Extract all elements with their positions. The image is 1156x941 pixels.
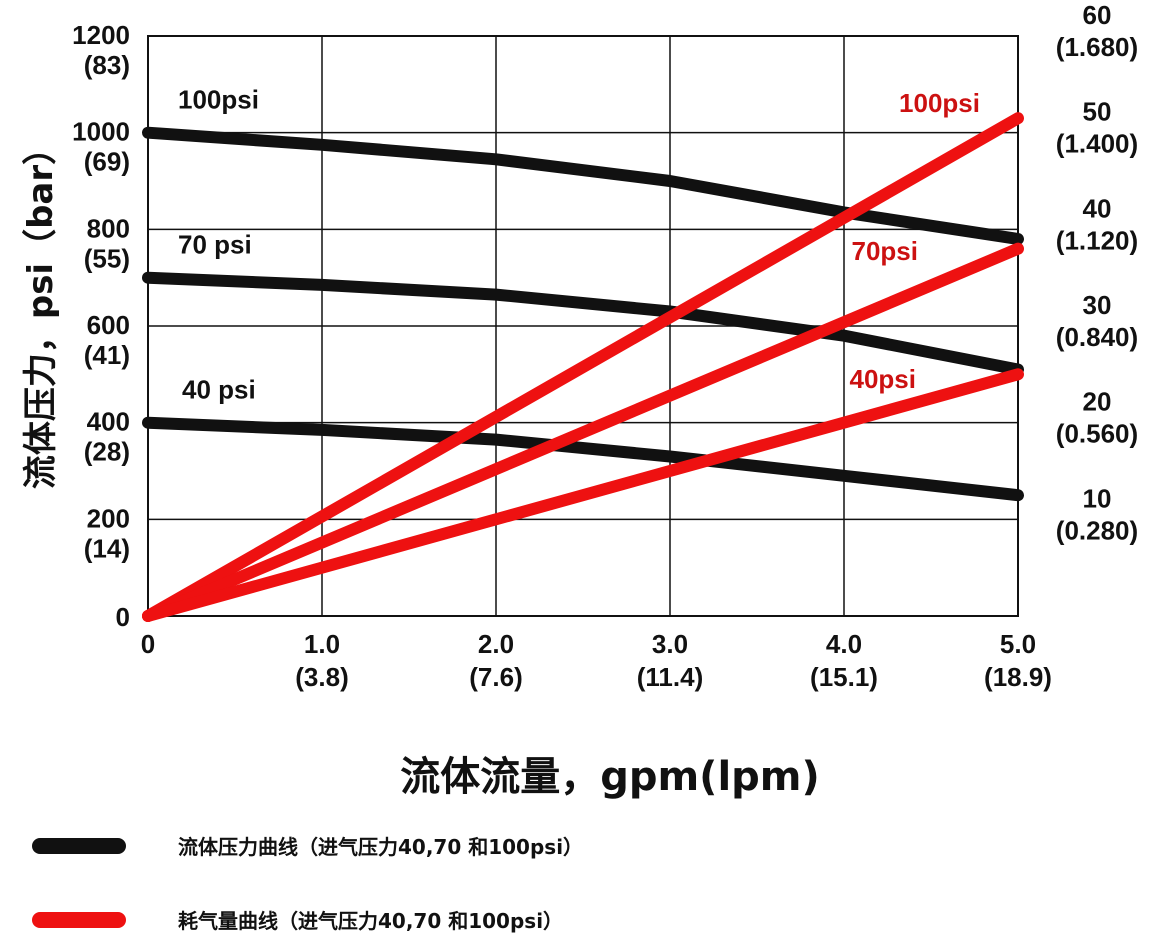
legend-label: 耗气量曲线（进气压力40,70 和100psi） <box>178 909 563 933</box>
air-consumption-lines <box>142 112 1024 622</box>
x-tick-label: 2.0 <box>478 629 514 659</box>
y2-tick-sublabel: (1.680) <box>1056 32 1138 62</box>
x-tick-label: 3.0 <box>652 629 688 659</box>
y2-axis-ticks: 10(0.280)20(0.560)30(0.840)40(1.120)50(1… <box>1056 0 1138 545</box>
series-line-fluid-40psi <box>142 416 1024 502</box>
x-tick-sublabel: (15.1) <box>810 662 878 692</box>
x-tick-sublabel: (18.9) <box>984 662 1052 692</box>
x-tick-label: 4.0 <box>826 629 862 659</box>
y-tick-label: 600 <box>87 310 130 340</box>
x-axis-title: 流体流量，gpm(lpm) <box>400 754 820 800</box>
y-tick-label: 200 <box>87 503 130 533</box>
y2-tick-label: 60 <box>1083 0 1112 30</box>
legend-label: 流体压力曲线（进气压力40,70 和100psi） <box>178 835 583 859</box>
x-tick-label: 0 <box>141 629 155 659</box>
x-tick-sublabel: (7.6) <box>469 662 522 692</box>
y-tick-sublabel: (55) <box>84 243 130 273</box>
y-tick-sublabel: (41) <box>84 340 130 370</box>
series-label: 100psi <box>899 88 980 118</box>
series-labels: 100psi 70 psi 40 psi 100psi 70psi 40psi <box>178 85 980 405</box>
series-label: 40 psi <box>182 375 256 405</box>
series-line-fluid-70psi <box>142 271 1024 376</box>
y2-tick-label: 20 <box>1083 387 1112 417</box>
y2-tick-label: 50 <box>1083 97 1112 127</box>
y-tick-label: 1200 <box>72 20 130 50</box>
grid <box>147 35 1019 617</box>
x-axis-ticks: 0 1.0(3.8) 2.0(7.6) 3.0(11.4) 4.0(15.1) 5.0(1… <box>141 629 1052 692</box>
y-axis-title: 流体压力，psi（bar） <box>21 131 61 489</box>
series-label: 70psi <box>852 236 919 266</box>
series-line-air-100psi <box>142 112 1024 622</box>
y-tick-label: 400 <box>87 407 130 437</box>
y-tick-sublabel: (14) <box>84 533 130 563</box>
series-line-air-40psi <box>142 368 1024 622</box>
legend: 流体压力曲线（进气压力40,70 和100psi） 耗气量曲线（进气压力40,70… <box>32 835 583 933</box>
y-tick-label: 1000 <box>72 117 130 147</box>
x-tick-label: 5.0 <box>1000 629 1036 659</box>
x-tick-sublabel: (3.8) <box>295 662 348 692</box>
series-line-air-70psi <box>142 242 1024 622</box>
y-tick-sublabel: (28) <box>84 437 130 467</box>
y2-tick-label: 10 <box>1083 483 1112 513</box>
series-label: 40psi <box>850 364 917 394</box>
series-label: 100psi <box>178 85 259 115</box>
x-tick-label: 1.0 <box>304 629 340 659</box>
y2-tick-sublabel: (1.120) <box>1056 225 1138 255</box>
series-label: 70 psi <box>178 230 252 260</box>
y2-tick-label: 30 <box>1083 290 1112 320</box>
y2-tick-sublabel: (1.400) <box>1056 129 1138 159</box>
x-tick-sublabel: (11.4) <box>637 662 704 692</box>
y-tick-sublabel: (83) <box>84 50 130 80</box>
y2-tick-label: 40 <box>1083 193 1112 223</box>
y2-tick-sublabel: (0.560) <box>1056 419 1138 449</box>
y2-tick-sublabel: (0.840) <box>1056 322 1138 352</box>
y2-tick-sublabel: (0.280) <box>1056 515 1138 545</box>
y-tick-label: 0 <box>116 602 130 632</box>
y-tick-sublabel: (69) <box>84 147 130 177</box>
y-axis-ticks: 0 200(14) 400(28) 600(41) 800(55) 1000(69) 120… <box>72 20 130 632</box>
y-tick-label: 800 <box>87 213 130 243</box>
fluid-pressure-lines <box>142 126 1024 502</box>
series-line-fluid-100psi <box>142 126 1024 245</box>
